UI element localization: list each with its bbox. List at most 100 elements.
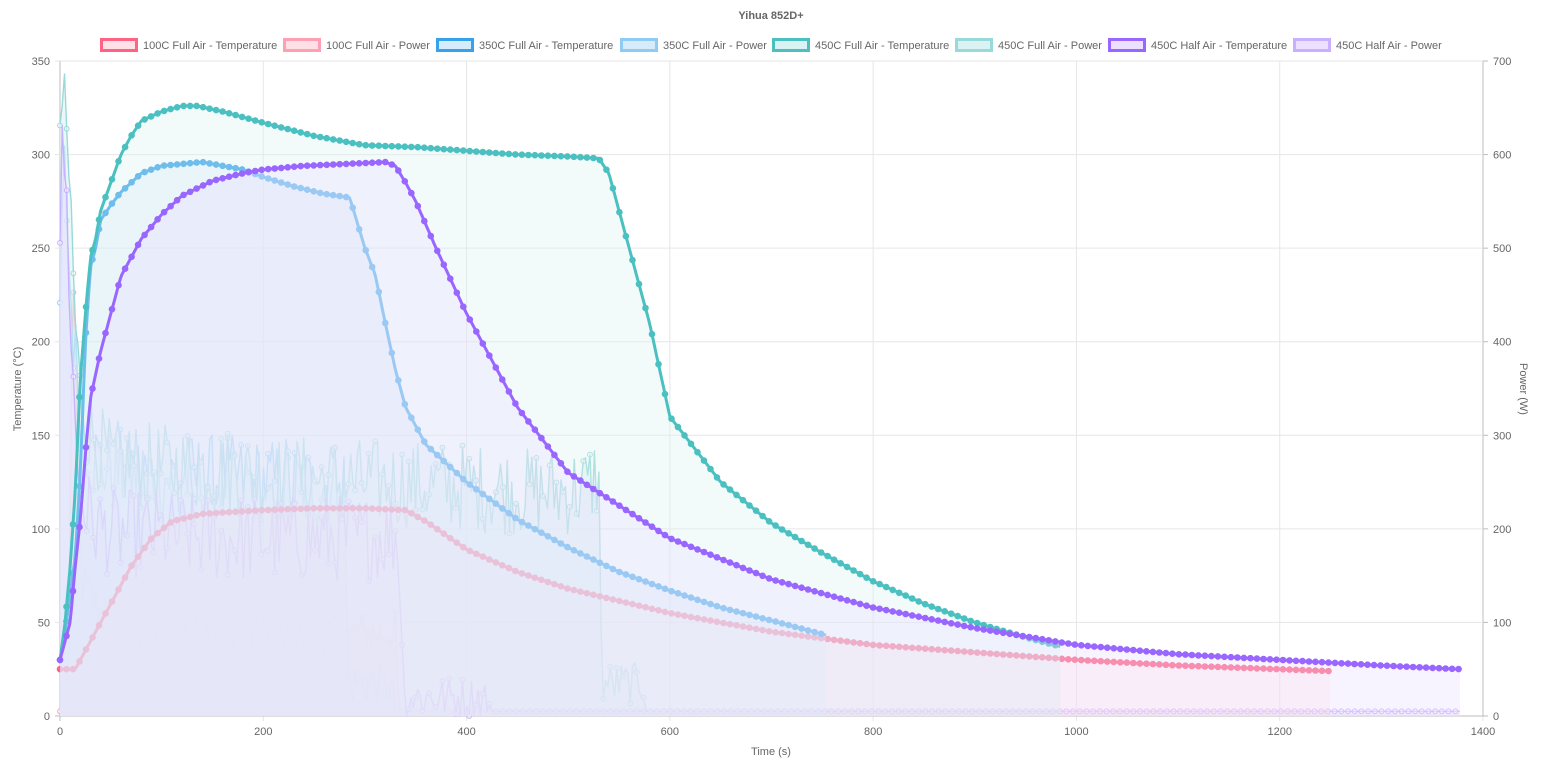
y-left-tick-label: 200	[32, 337, 50, 349]
data-point	[95, 216, 103, 223]
data-point	[830, 593, 838, 601]
data-point	[232, 508, 239, 516]
data-point	[520, 708, 526, 715]
data-point	[82, 444, 90, 451]
data-point	[1019, 632, 1027, 640]
x-tick-label: 1000	[1064, 726, 1088, 738]
data-point	[778, 620, 786, 627]
data-point	[941, 646, 949, 654]
data-point	[405, 458, 412, 465]
data-point	[969, 708, 976, 715]
legend-item[interactable]: 450C Half Air - Power	[1293, 38, 1443, 53]
data-point	[121, 265, 129, 273]
data-point	[365, 450, 372, 457]
data-point	[121, 185, 129, 192]
legend-item[interactable]: 350C Full Air - Temperature	[436, 38, 614, 53]
data-point	[479, 690, 486, 697]
data-point	[316, 505, 324, 512]
data-point	[635, 280, 643, 288]
series-6	[56, 158, 1462, 717]
legend-item[interactable]: 100C Full Air - Temperature	[100, 38, 278, 53]
legend-swatch	[620, 38, 658, 52]
y-left-tick-label: 0	[44, 711, 50, 723]
data-point	[798, 625, 805, 632]
legend-item[interactable]: 100C Full Air - Power	[283, 38, 431, 53]
data-point	[1338, 660, 1345, 667]
data-point	[277, 506, 285, 513]
data-point	[976, 708, 982, 715]
data-point	[1016, 708, 1023, 715]
data-point	[1442, 665, 1449, 672]
data-point	[603, 166, 610, 173]
data-point	[329, 191, 337, 199]
data-point	[265, 485, 271, 492]
y-right-tick-label: 200	[1493, 524, 1511, 536]
data-point	[379, 471, 385, 478]
data-point	[609, 596, 617, 603]
data-point	[647, 708, 654, 715]
data-point	[193, 512, 200, 519]
data-point	[303, 162, 311, 169]
data-point	[531, 151, 539, 159]
data-point	[102, 209, 109, 217]
data-point	[452, 504, 459, 511]
data-point	[167, 519, 174, 526]
data-point	[1240, 654, 1248, 662]
legend-item[interactable]: 450C Half Air - Temperature	[1108, 38, 1288, 53]
legend-item[interactable]: 450C Full Air - Temperature	[772, 38, 950, 53]
data-point	[587, 708, 593, 715]
data-point	[297, 184, 305, 192]
data-point	[882, 583, 890, 591]
legend-swatch	[955, 38, 993, 52]
data-point	[1117, 708, 1123, 715]
data-point	[714, 708, 721, 715]
data-point	[694, 546, 701, 553]
y-right-tick-label: 300	[1493, 430, 1511, 442]
data-point	[863, 640, 870, 648]
data-point	[388, 349, 396, 357]
data-point	[225, 163, 233, 171]
data-point	[828, 708, 835, 715]
data-point	[620, 708, 627, 715]
data-point	[1023, 708, 1029, 715]
data-point	[290, 163, 298, 170]
data-point	[869, 641, 877, 649]
data-point	[212, 509, 220, 517]
data-point	[707, 617, 714, 624]
data-point	[224, 571, 231, 578]
legend-item[interactable]: 450C Full Air - Power	[955, 38, 1103, 53]
data-point	[1169, 650, 1176, 658]
data-point	[316, 189, 324, 197]
data-point	[258, 506, 266, 514]
data-point	[323, 505, 331, 512]
data-point	[557, 460, 565, 467]
x-tick-label: 0	[57, 726, 63, 738]
data-point	[382, 319, 389, 327]
legend-item[interactable]: 350C Full Air - Power	[620, 38, 768, 53]
data-point	[1091, 643, 1098, 650]
data-point	[1071, 656, 1079, 664]
data-point	[479, 515, 486, 522]
data-point	[627, 700, 634, 707]
data-point	[525, 151, 532, 159]
data-point	[1257, 708, 1264, 715]
data-point	[1162, 661, 1170, 669]
data-point	[1150, 708, 1157, 715]
data-point	[419, 506, 426, 513]
data-point	[655, 527, 662, 535]
data-point	[63, 125, 70, 132]
y-axis-right-title: Power (W)	[1517, 363, 1529, 415]
data-point	[843, 597, 851, 604]
data-point	[414, 143, 422, 151]
data-point	[184, 433, 191, 439]
data-point	[635, 602, 643, 610]
data-point	[540, 708, 546, 715]
data-point	[323, 134, 331, 142]
data-point	[1195, 652, 1202, 659]
data-point	[1325, 667, 1332, 675]
data-point	[352, 514, 359, 521]
data-point	[546, 462, 553, 469]
data-point	[303, 186, 311, 193]
data-point	[876, 580, 883, 588]
legend-swatch	[772, 38, 810, 52]
